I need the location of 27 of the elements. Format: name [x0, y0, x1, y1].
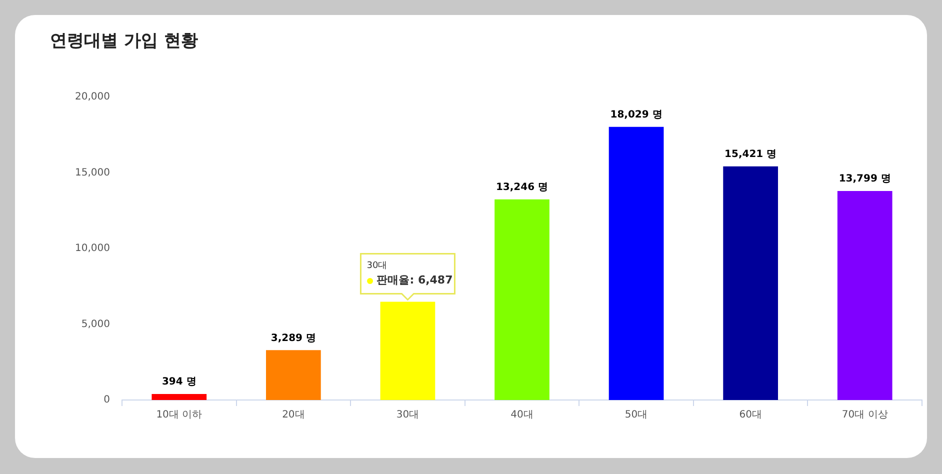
bar	[723, 166, 778, 400]
y-tick-label: 10,000	[75, 243, 110, 254]
x-tick-label: 60대	[739, 410, 762, 421]
data-label: 18,029 명	[610, 109, 662, 120]
bar	[152, 394, 207, 400]
bar	[608, 126, 664, 400]
bar	[494, 199, 550, 400]
bar	[266, 350, 321, 400]
x-tick-label: 70대 이상	[842, 410, 888, 421]
x-tick-label: 20대	[282, 410, 305, 421]
y-tick-label: 15,000	[75, 167, 110, 178]
data-label: 394 명	[162, 376, 196, 388]
y-tick-label: 0	[104, 394, 110, 406]
data-label: 3,289 명	[270, 332, 316, 344]
data-label: 13,799 명	[838, 174, 891, 185]
x-tick-label: 10대 이하	[156, 410, 202, 421]
x-tick-label: 40대	[510, 410, 534, 421]
y-tick-label: 20,000	[75, 92, 110, 103]
y-tick-label: 5,000	[81, 318, 110, 330]
x-tick-label: 30대	[396, 410, 420, 421]
bar	[837, 190, 892, 400]
data-label: 13,246 명	[496, 182, 548, 193]
annotation: 30대	[366, 261, 388, 272]
chart-title: 연령대별 가입 현황	[50, 30, 198, 52]
data-label: 15,421 명	[724, 148, 777, 160]
annotation: 판매율: 6,487	[376, 274, 453, 287]
x-tick-label: 50대	[624, 410, 648, 421]
